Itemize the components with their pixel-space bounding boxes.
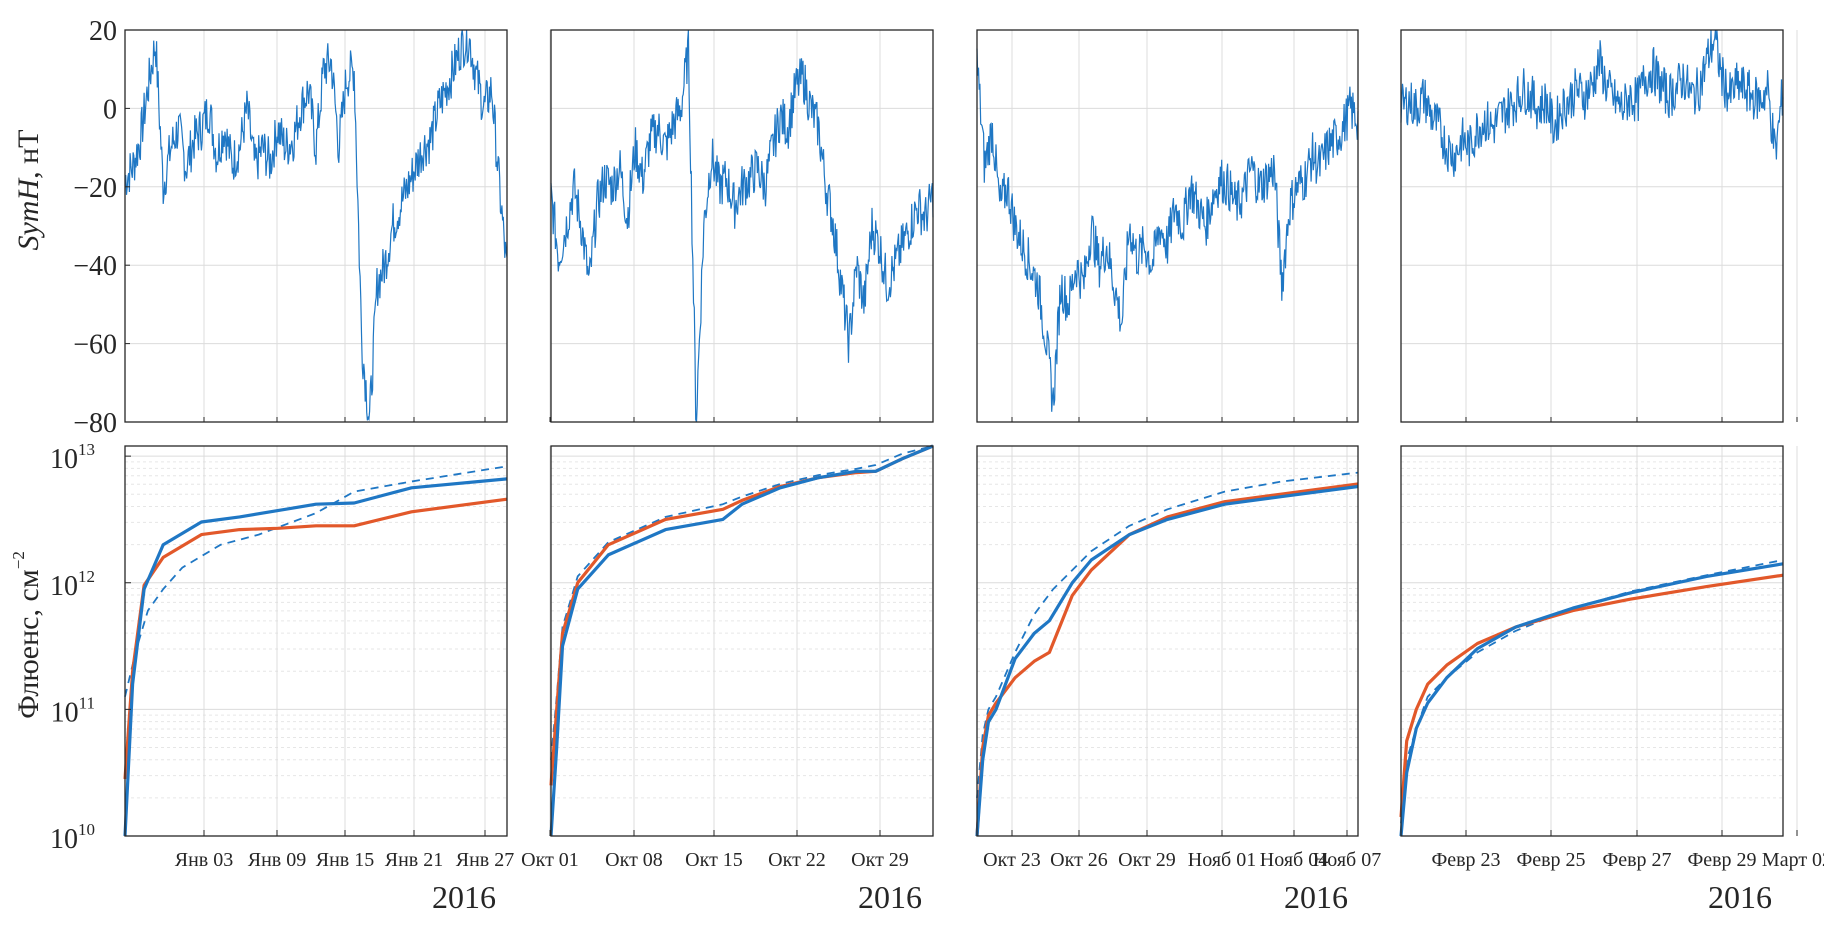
fluence-y-tick-label: 1011 bbox=[51, 693, 95, 728]
top-ylabel-rest: , нТ bbox=[12, 129, 45, 178]
symh-series-line bbox=[1400, 29, 1784, 177]
fluence-year-label: 2016 bbox=[858, 879, 922, 915]
fluence-x-tick-label: Нояб 04 bbox=[1260, 849, 1328, 871]
fluence-x-tick-label: Окт 29 bbox=[1118, 849, 1176, 871]
fluence-series-blue bbox=[1399, 562, 1784, 837]
fluence-y-tick-label: 1013 bbox=[50, 440, 95, 475]
fluence-series-blue bbox=[549, 444, 934, 837]
fluence-year-label: 2016 bbox=[1284, 879, 1348, 915]
fluence-x-tick-label: Окт 22 bbox=[768, 849, 826, 871]
fluence-x-tick-label: Февр 23 bbox=[1431, 849, 1500, 871]
fluence-y-tick-label: 1012 bbox=[50, 567, 95, 602]
symh-series-line bbox=[550, 29, 934, 423]
fluence-series-orange bbox=[549, 444, 934, 786]
symh-axes-frame bbox=[550, 29, 934, 423]
fluence-series-blue bbox=[975, 484, 1359, 837]
fluence-year-label: 2016 bbox=[432, 879, 496, 915]
fluence-x-tick-label: Февр 25 bbox=[1516, 849, 1585, 871]
fluence-x-tick-label: Окт 08 bbox=[605, 849, 663, 871]
fluence-x-tick-label: Окт 01 bbox=[521, 849, 579, 871]
symh-series-line bbox=[976, 48, 1359, 412]
bottom-y-axis-label: Флюенс, см−2 bbox=[9, 551, 45, 719]
fluence-x-tick-label: Февр 27 bbox=[1602, 849, 1671, 871]
bottom-ylabel-text: Флюенс, см bbox=[12, 569, 45, 719]
fluence-x-tick-label: Янв 27 bbox=[456, 849, 515, 871]
fluence-series-blue-dashed bbox=[124, 465, 508, 697]
fluence-series-orange bbox=[1399, 573, 1784, 818]
fluence-panel-4: Февр 23 Февр 25 Февр 27 Февр 29 Март 02 2016 bbox=[1399, 445, 1824, 915]
symh-panel-3 bbox=[976, 29, 1359, 423]
fluence-axes-frame bbox=[550, 445, 934, 837]
fluence-axes-frame bbox=[1400, 445, 1784, 837]
fluence-axes-frame bbox=[124, 445, 508, 837]
symh-panel-2 bbox=[549, 29, 934, 423]
symh-axes-frame bbox=[1400, 29, 1784, 423]
symh-y-tick-label: 0 bbox=[103, 94, 117, 125]
fluence-x-tick-label: Окт 15 bbox=[685, 849, 743, 871]
fluence-x-tick-label: Янв 21 bbox=[385, 849, 444, 871]
bottom-ylabel-exp: −2 bbox=[9, 551, 28, 569]
top-y-axis-label: SymH, нТ bbox=[12, 129, 45, 250]
fluence-x-tick-label: Янв 03 bbox=[175, 849, 234, 871]
symh-y-tick-label: −60 bbox=[73, 330, 117, 361]
symh-panel-1: 20 0 −20 −40 −60 −80 bbox=[73, 16, 508, 439]
fluence-x-tick-label: Янв 09 bbox=[248, 849, 307, 871]
symh-y-tick-label: −80 bbox=[73, 408, 117, 439]
fluence-x-tick-label: Нояб 01 bbox=[1188, 849, 1256, 871]
fluence-panel-2: Окт 01 Окт 08 Окт 15 Окт 22 Окт 29 2016 bbox=[521, 444, 934, 915]
symh-y-tick-label: −40 bbox=[73, 251, 117, 282]
fluence-series-orange bbox=[975, 482, 1359, 837]
top-ylabel-italic: SymH bbox=[12, 177, 45, 251]
fluence-year-label: 2016 bbox=[1708, 879, 1772, 915]
fluence-series-blue bbox=[123, 477, 508, 837]
fluence-series-blue-dashed bbox=[1400, 559, 1784, 824]
symh-y-tick-label: −20 bbox=[73, 173, 117, 204]
symh-series-line bbox=[124, 29, 508, 422]
fluence-x-tick-label: Февр 29 bbox=[1687, 849, 1756, 871]
symh-axes-frame bbox=[976, 29, 1359, 423]
fluence-y-tick-label: 1010 bbox=[50, 820, 95, 855]
symh-y-tick-label: 20 bbox=[89, 16, 117, 47]
fluence-x-tick-label: Окт 23 bbox=[983, 849, 1041, 871]
fluence-x-tick-label: Янв 15 bbox=[316, 849, 375, 871]
symh-panel-4 bbox=[1400, 29, 1798, 423]
fluence-axes-frame bbox=[976, 445, 1359, 837]
fluence-x-tick-label: Март 02 bbox=[1762, 849, 1824, 871]
fluence-x-tick-label: Окт 29 bbox=[851, 849, 909, 871]
fluence-x-tick-label: Окт 26 bbox=[1050, 849, 1108, 871]
fluence-panel-1: Янв 03 Янв 09 Янв 15 Янв 21 Янв 27 2016 1013 10… bbox=[50, 440, 514, 915]
symh-axes-frame bbox=[124, 29, 508, 423]
fluence-x-tick-label: Нояб 07 bbox=[1313, 849, 1381, 871]
fluence-series-blue-dashed bbox=[550, 445, 934, 761]
fluence-series-blue-dashed bbox=[976, 471, 1359, 799]
